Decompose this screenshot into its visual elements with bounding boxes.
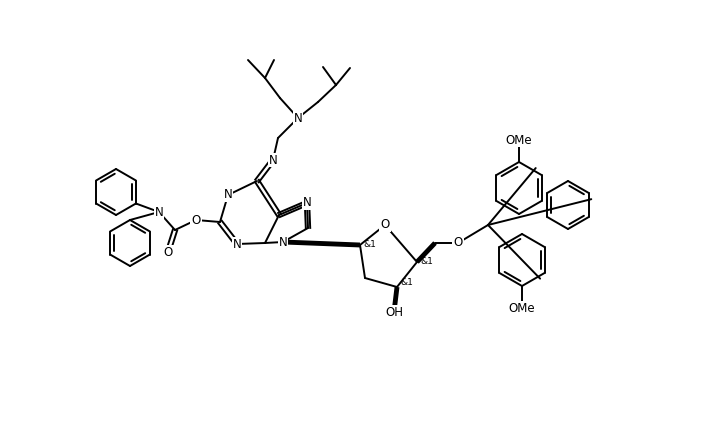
Text: N: N bbox=[223, 188, 232, 202]
Text: N: N bbox=[154, 206, 163, 218]
Text: N: N bbox=[279, 236, 288, 249]
Text: OH: OH bbox=[385, 305, 403, 319]
Text: OMe: OMe bbox=[506, 133, 532, 147]
Text: O: O bbox=[163, 246, 173, 258]
Text: O: O bbox=[454, 237, 462, 249]
Text: O: O bbox=[380, 218, 389, 231]
Text: OMe: OMe bbox=[509, 301, 535, 314]
Text: &1: &1 bbox=[420, 257, 433, 266]
Text: &1: &1 bbox=[363, 240, 376, 249]
Text: N: N bbox=[293, 111, 302, 125]
Text: N: N bbox=[233, 237, 242, 251]
Text: &1: &1 bbox=[400, 278, 413, 287]
Text: N: N bbox=[303, 197, 312, 209]
Text: N: N bbox=[269, 154, 277, 166]
Text: O: O bbox=[191, 214, 201, 227]
